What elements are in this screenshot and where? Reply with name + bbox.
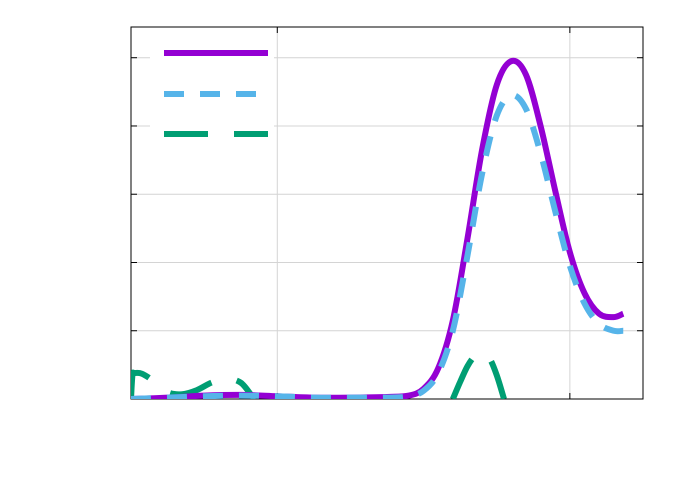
series-3-line-segment-2	[450, 349, 507, 399]
series-layer	[131, 57, 625, 399]
legend	[150, 36, 274, 156]
series-2-line	[131, 92, 624, 399]
axis-ticks	[131, 27, 643, 399]
